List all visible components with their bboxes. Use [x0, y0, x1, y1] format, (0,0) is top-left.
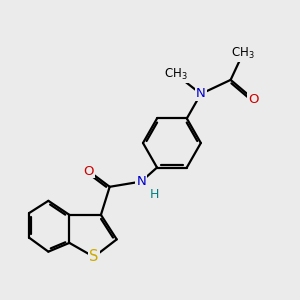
- Text: CH$_3$: CH$_3$: [164, 67, 188, 82]
- Text: H: H: [150, 188, 159, 201]
- Text: O: O: [83, 164, 94, 178]
- Text: N: N: [136, 175, 146, 188]
- Text: N: N: [196, 87, 206, 101]
- Text: CH$_3$: CH$_3$: [231, 46, 255, 61]
- Text: S: S: [89, 249, 99, 264]
- Text: O: O: [248, 93, 259, 106]
